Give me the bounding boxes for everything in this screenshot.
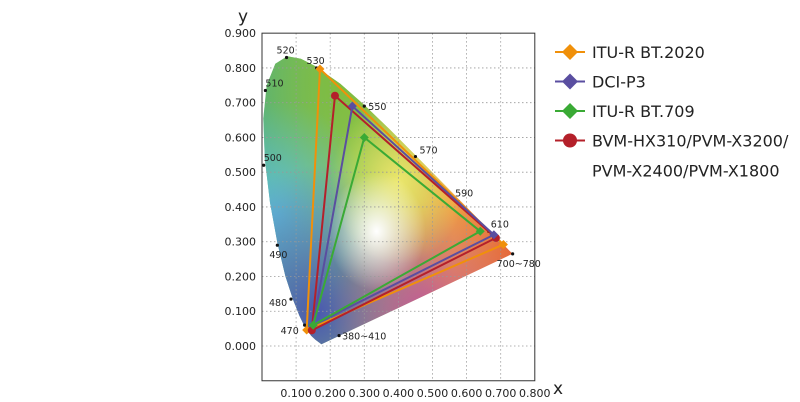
wavelength-dot [362, 104, 366, 108]
x-tick-label: 0.400 [383, 387, 415, 400]
series-point [359, 132, 369, 142]
x-tick-label: 0.100 [280, 387, 312, 400]
y-tick-label: 0.400 [225, 201, 257, 214]
series-point [330, 91, 339, 100]
x-tick-label: 0.300 [349, 387, 381, 400]
x-tick-label: 0.200 [314, 387, 346, 400]
wavelength-label: 530 [307, 56, 325, 67]
wavelength-label: 550 [368, 102, 386, 113]
wavelength-label: 500 [264, 153, 282, 164]
legend: ITU-R BT.2020 DCI-P3 ITU-R BT.709 BVM-HX310… [555, 43, 789, 181]
wavelength-dot [275, 243, 279, 247]
wavelength-label: 520 [277, 45, 295, 56]
wavelength-dot [413, 154, 418, 159]
wavelength-label: 510 [265, 79, 283, 90]
series-point [562, 103, 578, 119]
y-tick-label: 0.500 [225, 166, 257, 179]
gamut-triangle [312, 136, 482, 327]
x-tick-label: 0.500 [417, 387, 449, 400]
y-tick-label: 0.300 [225, 236, 257, 249]
series-point [475, 226, 485, 236]
y-tick-label: 0.000 [225, 340, 257, 353]
plot-frame [261, 32, 536, 382]
legend-label: DCI-P3 [592, 73, 646, 92]
series-point [498, 240, 508, 250]
wavelength-label: 570 [419, 146, 437, 157]
gamut-triangle [312, 105, 495, 327]
legend-label: BVM-HX310/PVM-X3200/ [592, 132, 789, 151]
y-tick-label: 0.700 [225, 97, 257, 110]
series-itu-r-bt-709 [308, 132, 485, 330]
x-tick-label: 0.700 [485, 387, 517, 400]
x-axis-label: x [553, 379, 563, 399]
series-point [315, 64, 325, 74]
wavelength-label: 380~410 [342, 332, 386, 343]
y-tick-label: 0.600 [225, 131, 257, 144]
series-itu-r-bt-2020 [302, 64, 508, 335]
wavelength-dot [303, 323, 307, 327]
wavelength-label: 490 [269, 250, 287, 261]
y-tick-label: 0.100 [225, 305, 257, 318]
series-point [562, 44, 578, 60]
legend-label: ITU-R BT.709 [592, 102, 695, 121]
gamut-triangle [305, 67, 505, 332]
wavelength-dot [337, 333, 341, 338]
y-tick-label: 0.200 [225, 270, 257, 283]
wavelength-label: 590 [455, 189, 473, 200]
legend-label: ITU-R BT.2020 [592, 43, 705, 62]
y-axis-label: y [238, 7, 248, 27]
legend-label-line2: PVM-X2400/PVM-X1800 [592, 162, 780, 181]
series-point [562, 73, 578, 90]
series-point [563, 133, 577, 148]
y-tick-label: 0.800 [225, 62, 257, 75]
wavelength-label: 480 [269, 298, 287, 309]
series-point [489, 230, 499, 240]
wavelength-dot [284, 55, 289, 60]
y-tick-label: 0.900 [225, 27, 257, 40]
wavelength-label: 470 [281, 326, 299, 337]
wavelength-dot [511, 252, 515, 256]
wavelength-dot [262, 163, 266, 167]
series-point [308, 320, 318, 330]
wavelength-label: 700~780 [497, 259, 541, 270]
x-tick-label: 0.800 [519, 387, 551, 400]
series-point [347, 101, 357, 111]
gamut-triangle [310, 94, 497, 332]
x-tick-label: 0.600 [451, 387, 483, 400]
wavelength-dot [289, 297, 293, 301]
wavelength-label: 610 [491, 219, 509, 230]
wavelength-dot [263, 88, 268, 93]
